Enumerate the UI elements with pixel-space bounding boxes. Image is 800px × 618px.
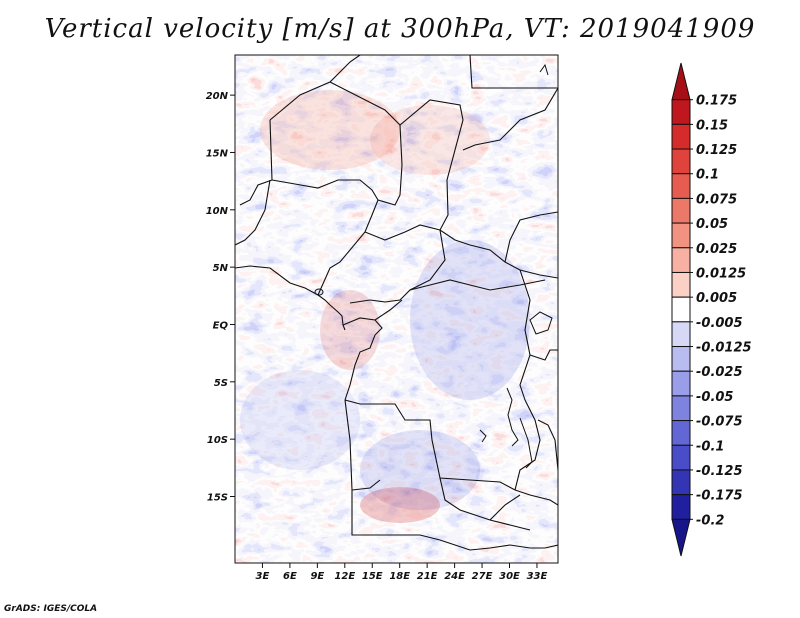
lat-tick-label: EQ (213, 320, 229, 331)
colorbar-swatch (671, 370, 691, 397)
lat-tick-label: 20N (206, 91, 229, 102)
colorbar-label: -0.125 (696, 464, 743, 479)
lat-tick-label: 10N (206, 206, 229, 217)
longitude-axis: 3E 6E 9E 12E 15E 18E 21E 24E 27E 30E 33E (256, 563, 548, 582)
colorbar-swatch (671, 444, 691, 471)
velocity-field (235, 55, 558, 563)
colorbar-label: -0.025 (696, 365, 743, 380)
colorbar-swatch (671, 494, 691, 520)
colorbar-label: -0.175 (696, 489, 743, 504)
colorbar-label: 0.1 (696, 168, 719, 183)
colorbar-label: 0.005 (696, 291, 737, 306)
lon-tick-label: 30E (499, 571, 520, 582)
credit-label: GrADS: IGES/COLA (4, 604, 98, 614)
lat-tick-label: 10S (207, 435, 228, 446)
colorbar-label: -0.2 (696, 513, 724, 528)
map-frame (234, 54, 559, 564)
colorbar-swatch (671, 222, 691, 249)
lat-tick-label: 5N (213, 263, 229, 274)
colorbar: 0.175 0.15 0.125 0.1 0.075 0.05 0.025 0.0125 0.0… (671, 62, 752, 557)
lon-tick-label: 27E (472, 571, 493, 582)
colorbar-swatch (671, 148, 691, 175)
lon-tick-label: 24E (444, 571, 465, 582)
colorbar-label: -0.05 (696, 390, 733, 405)
colorbar-swatch (671, 247, 691, 273)
lon-tick-label: 15E (362, 571, 383, 582)
colorbar-swatch (671, 123, 691, 150)
lon-tick-label: 18E (389, 571, 410, 582)
lon-tick-label: 6E (283, 571, 297, 582)
colorbar-swatch (671, 469, 691, 496)
colorbar-label: -0.075 (696, 415, 743, 430)
colorbar-label: 0.125 (696, 143, 737, 158)
lon-tick-label: 21E (417, 571, 438, 582)
lon-tick-label: 33E (527, 571, 548, 582)
lat-tick-label: 15N (206, 148, 229, 159)
colorbar-swatch (671, 420, 691, 446)
colorbar-label: 0.15 (696, 118, 728, 133)
lon-tick-label: 12E (334, 571, 355, 582)
colorbar-swatch (671, 296, 691, 323)
colorbar-label: 0.175 (696, 94, 737, 109)
colorbar-swatch (671, 99, 691, 125)
lat-tick-label: 15S (207, 492, 228, 503)
colorbar-swatch (671, 62, 691, 101)
colorbar-label: -0.1 (696, 439, 724, 454)
colorbar-label: 0.025 (696, 242, 737, 257)
colorbar-swatch (671, 321, 691, 348)
colorbar-swatch (671, 197, 691, 224)
colorbar-label: 0.0125 (696, 266, 746, 281)
colorbar-label: -0.0125 (696, 341, 752, 356)
lon-tick-label: 3E (256, 571, 270, 582)
lat-tick-label: 5S (214, 378, 228, 389)
chart-title: Vertical velocity [m/s] at 300hPa, VT: 2… (44, 14, 756, 44)
country-borders (235, 55, 558, 551)
colorbar-swatch (671, 518, 691, 557)
colorbar-swatch (671, 173, 691, 199)
colorbar-swatch (671, 395, 691, 422)
colorbar-label: 0.05 (696, 217, 728, 232)
colorbar-label: -0.005 (696, 316, 743, 331)
colorbar-swatch (671, 346, 691, 372)
colorbar-label: 0.075 (696, 192, 737, 207)
colorbar-swatch (671, 271, 691, 298)
lake-outlines (314, 63, 553, 469)
lon-tick-label: 9E (310, 571, 324, 582)
latitude-axis: 20N 15N 10N 5N EQ 5S 10S 15S (206, 91, 235, 503)
